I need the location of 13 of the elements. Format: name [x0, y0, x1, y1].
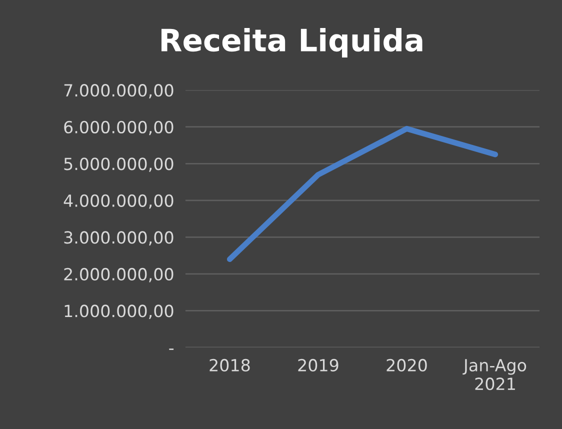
y-tick-label: 3.000.000,00 — [64, 231, 174, 246]
chart-title: Receita Liquida — [162, 28, 422, 58]
x-tick-label: 2018 — [210, 358, 250, 372]
y-tick-label: 4.000.000,00 — [64, 194, 174, 209]
y-tick-label: 2.000.000,00 — [64, 268, 174, 282]
x-tick-label: Jan-Ago 2021 — [462, 359, 526, 390]
y-tick-label: 7.000.000,00 — [64, 84, 174, 98]
x-tick-label: 2019 — [298, 358, 338, 372]
y-tick-label: 1.000.000,00 — [64, 304, 174, 319]
y-tick-label: 5.000.000,00 — [64, 158, 174, 172]
x-tick-label: 2020 — [386, 358, 427, 372]
y-tick-label: 6.000.000,00 — [64, 120, 174, 136]
y-tick-label: - — [169, 348, 174, 350]
